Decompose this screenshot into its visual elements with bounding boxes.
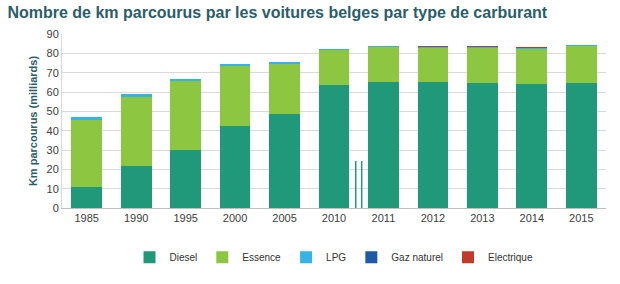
svg-text:50: 50	[47, 105, 59, 117]
svg-text:2012: 2012	[421, 212, 445, 224]
svg-text:2011: 2011	[372, 212, 396, 224]
svg-text:40: 40	[47, 125, 59, 137]
svg-text:20: 20	[47, 163, 59, 175]
svg-text:2015: 2015	[569, 212, 593, 224]
svg-text:LPG: LPG	[326, 252, 346, 263]
svg-text:1990: 1990	[124, 212, 148, 224]
svg-text:2000: 2000	[223, 212, 247, 224]
svg-text:10: 10	[47, 183, 59, 195]
svg-text:1995: 1995	[173, 212, 197, 224]
svg-text:2010: 2010	[322, 212, 346, 224]
svg-text:Nombre de km parcourus par les: Nombre de km parcourus par les voitures …	[7, 4, 547, 21]
svg-text:Diesel: Diesel	[170, 252, 198, 263]
svg-text:60: 60	[47, 86, 59, 98]
svg-text:80: 80	[47, 47, 59, 59]
svg-text:Electrique: Electrique	[488, 252, 533, 263]
svg-text:90: 90	[47, 28, 59, 40]
svg-text:Essence: Essence	[242, 252, 281, 263]
svg-text:70: 70	[47, 67, 59, 79]
svg-text:30: 30	[47, 144, 59, 156]
svg-text:1985: 1985	[74, 212, 98, 224]
svg-text:2013: 2013	[470, 212, 494, 224]
svg-text:Km parcourus (milliards): Km parcourus (milliards)	[27, 56, 39, 187]
svg-text:Gaz naturel: Gaz naturel	[391, 252, 443, 263]
svg-text:2014: 2014	[520, 212, 544, 224]
svg-text:2005: 2005	[272, 212, 296, 224]
svg-text:0: 0	[53, 202, 59, 214]
